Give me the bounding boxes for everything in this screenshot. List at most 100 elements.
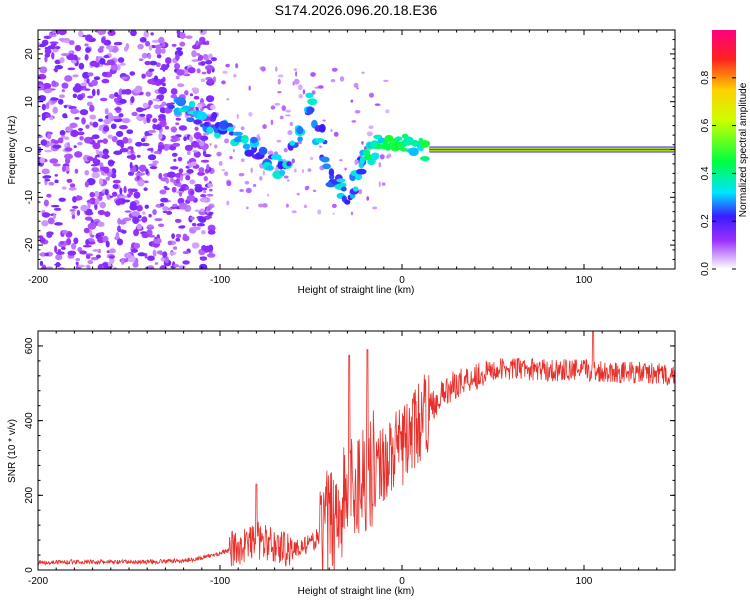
spectrogram-blob (61, 82, 69, 89)
spectrogram-blob (356, 168, 367, 175)
spectrogram-blob (99, 201, 107, 209)
spectrogram-blob (199, 257, 208, 261)
spectrogram-blob (158, 132, 163, 140)
spectrogram-blob (64, 136, 70, 141)
spectrogram-blob (274, 167, 280, 172)
colorbar-tick-label: 0.6 (700, 118, 711, 132)
spectrogram-blob (193, 151, 201, 158)
spectrogram-blob (164, 107, 172, 114)
spectrogram-blob (318, 123, 326, 133)
spectrogram-blob (291, 210, 297, 214)
spectrogram-blob (175, 117, 182, 121)
spectrogram-blob (200, 194, 207, 198)
spectrogram-blob (115, 231, 120, 239)
spectrogram-blob (73, 237, 79, 245)
spectrogram-blob (356, 87, 359, 90)
spectrogram-blob (339, 76, 345, 82)
spectrogram-blob (145, 91, 151, 97)
spectrogram-blob (103, 166, 110, 174)
spectrogram-blob (310, 72, 316, 77)
spectrogram-blob (39, 237, 46, 244)
spectrogram-blob (127, 146, 134, 150)
spectrogram-blob (38, 42, 41, 46)
spectrogram-blob (171, 186, 177, 193)
spectrogram-blob (90, 234, 95, 238)
spectrogram-blob (319, 145, 322, 148)
spectrogram-blob (109, 195, 114, 198)
spectrogram-blob (252, 183, 257, 187)
spectrogram-blob (301, 169, 305, 174)
spectrogram-blob (179, 174, 184, 182)
spectrogram-blob (202, 132, 210, 136)
spectrogram-blob (165, 57, 172, 64)
spectrogram-blob (242, 143, 251, 150)
spectrogram-blob (171, 43, 177, 47)
spectrogram-blob (170, 126, 177, 133)
spectrogram-blob (194, 183, 202, 188)
spectrogram-blob (274, 102, 281, 106)
snr-xtick-label: -100 (210, 576, 230, 587)
spectrogram-blob (317, 209, 322, 215)
spectrogram-blob (286, 161, 292, 167)
spectrogram-blob (309, 156, 314, 161)
spectrogram-blob (97, 47, 104, 53)
spectrogram-blob (157, 250, 161, 255)
spectrogram-blob (70, 242, 77, 250)
colorbar-label: Normalized spectral amplitude (738, 82, 749, 217)
spectrogram-blob (139, 113, 146, 117)
spectrogram-blob (152, 209, 157, 215)
spectrogram-blob (107, 30, 116, 37)
spectrogram-blob (200, 208, 205, 213)
spectrogram-blob (99, 45, 105, 49)
spectrogram-blob (102, 262, 109, 267)
spectrogram-blob (267, 150, 274, 156)
spectrogram-blob (84, 43, 89, 47)
spectrogram-blob (240, 158, 245, 163)
spectrogram-blob (106, 193, 112, 200)
spectrogram-blob (184, 90, 189, 96)
spectrogram-blob (379, 154, 385, 160)
spectrogram-blob (108, 255, 115, 259)
spectrogram-blob (378, 162, 382, 168)
spectrogram-blob (175, 237, 181, 242)
colorbar-tick-label: 0.4 (700, 166, 711, 180)
spectrogram-blob (224, 138, 230, 144)
spectrogram-blob (57, 137, 64, 144)
spectrogram-blob (216, 151, 222, 157)
spectrogram-blob (382, 140, 389, 145)
spectrogram-blob (134, 85, 143, 93)
spectrogram-blob (75, 195, 81, 201)
spectrogram-blob (129, 154, 136, 161)
spectrogram-blob (200, 61, 206, 66)
spectrogram-xtick-label: 100 (576, 275, 593, 286)
spectrogram-blob (182, 235, 190, 242)
spectrogram-blob (114, 92, 119, 98)
spectrogram-blob (129, 161, 133, 169)
spectrogram-blob (132, 216, 140, 224)
spectrogram-blob (66, 238, 72, 246)
spectrogram-blob (69, 208, 76, 212)
spectrogram-blob (182, 251, 190, 255)
spectrogram-blob (186, 169, 194, 174)
spectrogram-blob (400, 147, 408, 152)
spectrogram-blob (42, 175, 52, 179)
spectrogram-blob (71, 205, 79, 209)
spectrogram-blob (72, 74, 79, 78)
spectrogram-blob (340, 186, 347, 192)
spectrogram-blob (41, 39, 49, 46)
spectrogram-blob (71, 212, 76, 216)
spectrogram-blob (202, 150, 207, 157)
spectrogram-blob (188, 100, 196, 108)
spectrogram-blob (178, 191, 183, 197)
spectrogram-blob (235, 63, 239, 69)
spectrogram-blob (331, 67, 338, 72)
spectrogram-blob (285, 203, 289, 208)
spectrogram-blob (322, 163, 331, 170)
spectrogram-blob (52, 144, 62, 149)
spectrogram-blob (130, 30, 137, 37)
spectrogram-blob (206, 253, 216, 258)
spectrogram-blob (148, 100, 153, 106)
spectrogram-blob (174, 62, 181, 70)
spectrogram-blob (378, 181, 382, 188)
spectrogram-blob (171, 152, 178, 157)
